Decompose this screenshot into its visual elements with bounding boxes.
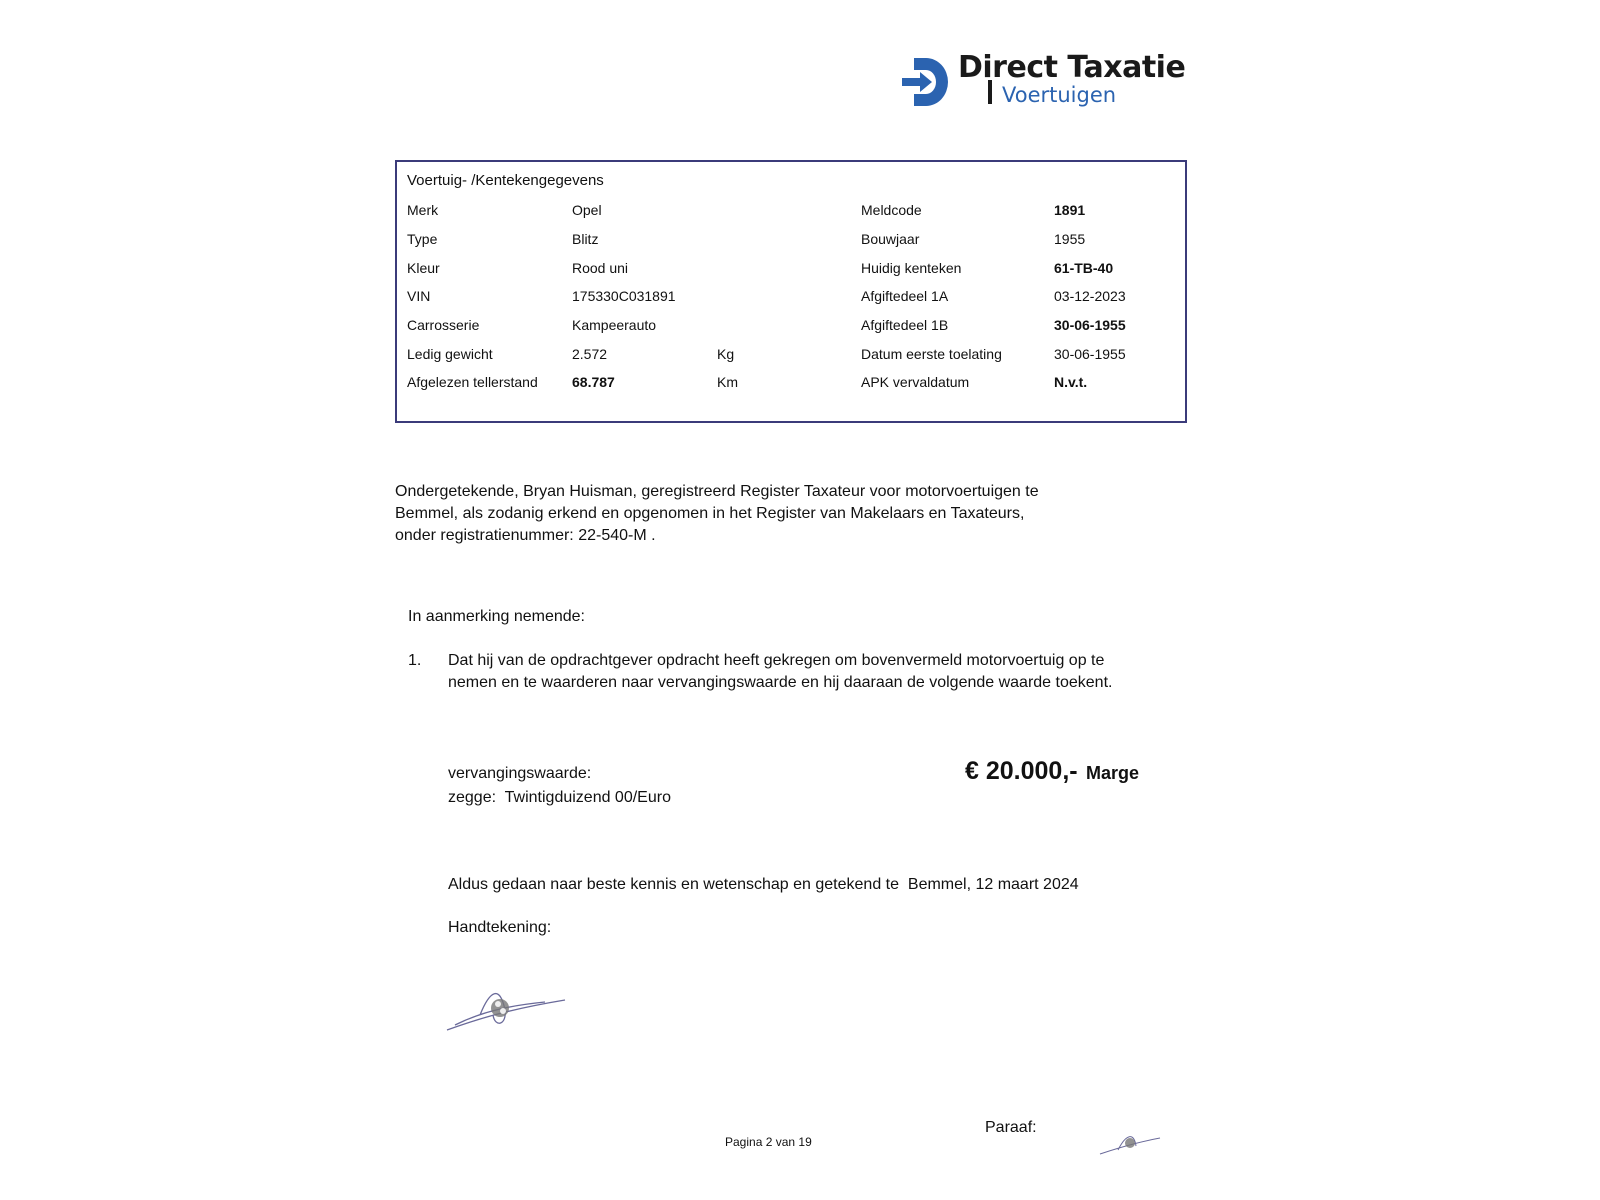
field-label: Afgiftedeel 1B bbox=[861, 317, 949, 333]
vehicle-row: Afgelezen tellerstand 68.787 Km APK verv… bbox=[397, 374, 1185, 394]
field-label: VIN bbox=[407, 288, 431, 304]
consideration-line: nemen en te waarderen naar vervangingswa… bbox=[448, 674, 1113, 691]
field-label: Type bbox=[407, 231, 438, 247]
valuation-amount: € 20.000,- bbox=[965, 757, 1078, 785]
field-value: 30-06-1955 bbox=[1054, 317, 1126, 333]
field-unit: Kg bbox=[717, 346, 735, 362]
vehicle-row: Kleur Rood uni Huidig kenteken 61-TB-40 bbox=[397, 260, 1185, 280]
signature-label: Handtekening: bbox=[448, 919, 552, 936]
vehicle-row: VIN 175330C031891 Afgiftedeel 1A 03-12-2… bbox=[397, 288, 1185, 308]
intro-line: onder registratienummer: 22-540-M . bbox=[395, 527, 656, 544]
field-label: Huidig kenteken bbox=[861, 260, 962, 276]
field-label: Merk bbox=[407, 202, 439, 218]
field-value: 2.572 bbox=[572, 346, 608, 362]
field-value: Rood uni bbox=[572, 260, 629, 276]
vehicle-row: Carrosserie Kampeerauto Afgiftedeel 1B 3… bbox=[397, 317, 1185, 337]
intro-line: Bemmel, als zodanig erkend en opgenomen … bbox=[395, 505, 1025, 522]
company-logo: Direct Taxatie Voertuigen bbox=[900, 50, 1190, 115]
vehicle-row: Type Blitz Bouwjaar 1955 bbox=[397, 231, 1185, 251]
field-value: 30-06-1955 bbox=[1054, 346, 1126, 362]
field-label: Kleur bbox=[407, 260, 440, 276]
field-label: APK vervaldatum bbox=[861, 374, 970, 390]
intro-line: Ondergetekende, Bryan Huisman, geregistr… bbox=[395, 483, 1039, 500]
field-value: 1891 bbox=[1054, 202, 1086, 218]
field-value: Opel bbox=[572, 202, 602, 218]
field-value: Kampeerauto bbox=[572, 317, 657, 333]
signature-image bbox=[446, 993, 566, 1031]
initials-image bbox=[1099, 1136, 1161, 1155]
field-value: 68.787 bbox=[572, 374, 615, 390]
logo-bar bbox=[988, 80, 992, 104]
vehicle-details-title: Voertuig- /Kentekengegevens bbox=[407, 172, 604, 189]
valuation-amount-wrap: € 20.000,- Marge bbox=[965, 757, 1139, 786]
field-label: Datum eerste toelating bbox=[861, 346, 1002, 362]
valuation-type: Marge bbox=[1086, 763, 1140, 783]
consideration-text: Dat hij van de opdrachtgever opdracht he… bbox=[448, 650, 1112, 694]
field-value: 03-12-2023 bbox=[1054, 288, 1126, 304]
field-value: 1955 bbox=[1054, 231, 1086, 247]
consideration-line: Dat hij van de opdrachtgever opdracht he… bbox=[448, 652, 1105, 669]
field-value: 175330C031891 bbox=[572, 288, 676, 304]
initials-label: Paraaf: bbox=[985, 1119, 1037, 1136]
field-value: N.v.t. bbox=[1054, 374, 1088, 390]
logo-subtitle: Voertuigen bbox=[1002, 83, 1117, 107]
logo-title: Direct Taxatie bbox=[958, 50, 1186, 85]
field-unit: Km bbox=[717, 374, 738, 390]
field-label: Ledig gewicht bbox=[407, 346, 493, 362]
field-label: Carrosserie bbox=[407, 317, 480, 333]
vehicle-row: Merk Opel Meldcode 1891 bbox=[397, 202, 1185, 222]
field-label: Meldcode bbox=[861, 202, 922, 218]
field-label: Afgelezen tellerstand bbox=[407, 374, 538, 390]
field-value: 61-TB-40 bbox=[1054, 260, 1114, 276]
field-label: Afgiftedeel 1A bbox=[861, 288, 949, 304]
valuation-words: zegge: Twintigduizend 00/Euro bbox=[448, 789, 671, 806]
closing-statement: Aldus gedaan naar beste kennis en wetens… bbox=[448, 876, 1079, 893]
vehicle-details-box: Voertuig- /Kentekengegevens Merk Opel Me… bbox=[395, 160, 1187, 423]
list-number: 1. bbox=[408, 652, 422, 669]
field-label: Bouwjaar bbox=[861, 231, 920, 247]
intro-paragraph: Ondergetekende, Bryan Huisman, geregistr… bbox=[395, 481, 1039, 547]
consideration-heading: In aanmerking nemende: bbox=[408, 608, 585, 625]
logo-d-icon bbox=[902, 58, 948, 106]
valuation-label: vervangingswaarde: bbox=[448, 765, 592, 782]
vehicle-row: Ledig gewicht 2.572 Kg Datum eerste toel… bbox=[397, 346, 1185, 366]
field-value: Blitz bbox=[572, 231, 599, 247]
page-number: Pagina 2 van 19 bbox=[725, 1135, 812, 1149]
